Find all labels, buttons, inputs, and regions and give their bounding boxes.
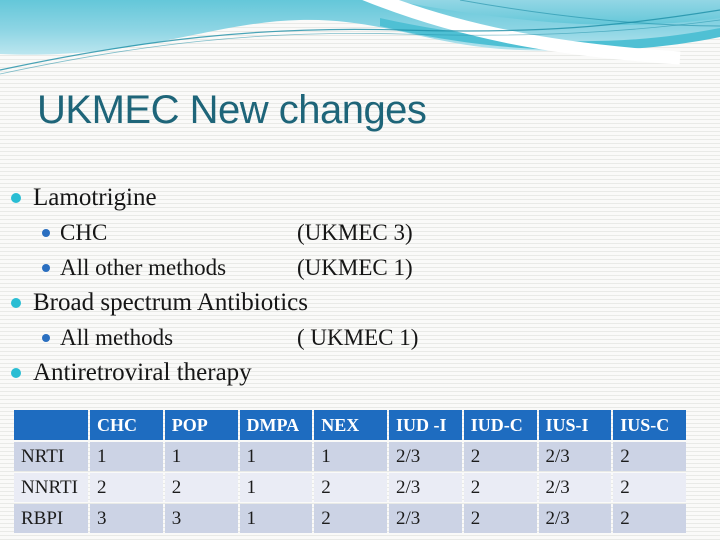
- table-cell: 2/3: [389, 504, 462, 533]
- column-header-iud-i: IUD -I: [389, 410, 462, 440]
- column-header-ius-i: IUS-I: [538, 410, 612, 440]
- column-header-pop: POP: [164, 410, 238, 440]
- list-item-label: All other methods: [60, 254, 227, 280]
- table-cell: 2/3: [389, 473, 462, 502]
- header-wave-decoration: [0, 0, 720, 75]
- wave-white-swoosh: [362, 0, 681, 65]
- list-item-broad-spectrum-antibiotics: Broad spectrum Antibiotics: [0, 285, 710, 320]
- ukmec-table-container: CHC POP DMPA NEX IUD -I IUD-C IUS-I IUS-…: [12, 408, 688, 535]
- table-cell: 1: [239, 504, 313, 533]
- column-header-chc: CHC: [90, 410, 163, 440]
- table-cell: 2: [613, 442, 686, 471]
- table-cell: 1: [239, 473, 313, 502]
- bullet-icon: [11, 297, 21, 308]
- table-cell: 2/3: [389, 442, 462, 471]
- bullet-icon: [11, 367, 21, 378]
- ukmec-rating: ( UKMEC 1): [297, 324, 419, 350]
- table-cell: 2: [314, 473, 387, 502]
- table-row-nrti: NRTI 1 1 1 1 2/3 2 2/3 2: [14, 442, 686, 471]
- bullet-icon: [42, 333, 50, 342]
- table-cell: 2/3: [538, 473, 612, 502]
- list-item-all-methods: All methods ( UKMEC 1): [0, 320, 710, 355]
- list-item-label: All methods: [60, 324, 174, 350]
- bullet-list: Lamotrigine CHC (UKMEC 3) All other meth…: [0, 180, 710, 390]
- list-item-antiretroviral-therapy: Antiretroviral therapy: [0, 355, 710, 390]
- wave-thin-line-2: [0, 19, 720, 75]
- list-item-label: Antiretroviral therapy: [33, 358, 252, 386]
- list-item-label: Broad spectrum Antibiotics: [33, 288, 308, 316]
- wave-right-lobe: [390, 0, 720, 25]
- table-row-nnrti: NNRTI 2 2 1 2 2/3 2 2/3 2: [14, 473, 686, 502]
- row-label: NRTI: [14, 442, 88, 471]
- bullet-icon: [11, 192, 21, 203]
- table-cell: 2/3: [538, 442, 612, 471]
- column-header-iud-c: IUD-C: [463, 410, 537, 440]
- table-row-rbpi: RBPI 3 3 1 2 2/3 2 2/3 2: [14, 504, 686, 533]
- table-cell: 3: [90, 504, 163, 533]
- table-cell: 1: [90, 442, 163, 471]
- table-cell: 1: [239, 442, 313, 471]
- wave-right-band: [380, 18, 720, 51]
- column-header-nex: NEX: [314, 410, 387, 440]
- column-header-ius-c: IUS-C: [613, 410, 686, 440]
- column-header-blank: [14, 410, 88, 440]
- list-item-label: Lamotrigine: [33, 183, 157, 211]
- table-cell: 2: [164, 473, 238, 502]
- table-cell: 2: [613, 473, 686, 502]
- table-cell: 2: [613, 504, 686, 533]
- column-header-dmpa: DMPA: [239, 410, 313, 440]
- table-cell: 3: [164, 504, 238, 533]
- list-item-lamotrigine: Lamotrigine: [0, 180, 710, 215]
- table-cell: 1: [314, 442, 387, 471]
- page-title: UKMEC New changes: [37, 88, 427, 132]
- ukmec-table: CHC POP DMPA NEX IUD -I IUD-C IUS-I IUS-…: [12, 408, 688, 535]
- bullet-icon: [42, 228, 50, 237]
- ukmec-rating: (UKMEC 3): [297, 219, 413, 245]
- wave-thin-line-1: [0, 9, 720, 71]
- table-cell: 2/3: [538, 504, 612, 533]
- list-item-chc: CHC (UKMEC 3): [0, 215, 710, 250]
- ukmec-rating: (UKMEC 1): [297, 254, 413, 280]
- bullet-icon: [42, 263, 50, 272]
- table-cell: 2: [314, 504, 387, 533]
- row-label: RBPI: [14, 504, 88, 533]
- table-cell: 2: [90, 473, 163, 502]
- table-cell: 1: [164, 442, 238, 471]
- table-cell: 2: [463, 473, 537, 502]
- list-item-all-other-methods: All other methods (UKMEC 1): [0, 250, 710, 285]
- row-label: NNRTI: [14, 473, 88, 502]
- table-cell: 2: [463, 442, 537, 471]
- table-cell: 2: [463, 504, 537, 533]
- wave-thin-line-3: [459, 0, 720, 27]
- list-item-label: CHC: [60, 219, 108, 245]
- table-header-row: CHC POP DMPA NEX IUD -I IUD-C IUS-I IUS-…: [14, 410, 686, 440]
